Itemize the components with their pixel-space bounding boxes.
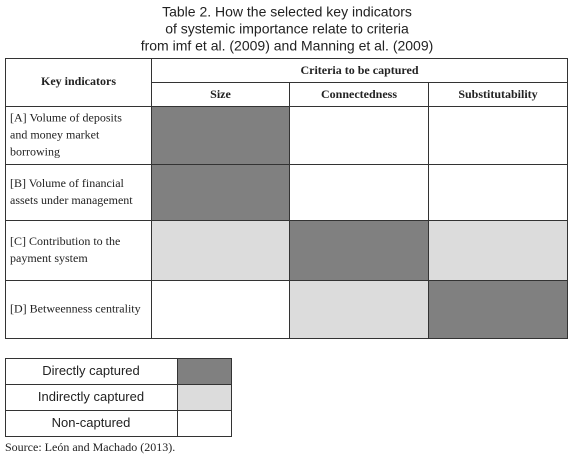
cell <box>428 220 568 281</box>
row-label: borrowing <box>10 144 60 158</box>
cell <box>177 358 232 385</box>
cell <box>151 280 290 339</box>
title: of systemic importance relate to criteri… <box>165 21 409 37</box>
cell <box>428 280 568 339</box>
cell <box>151 58 568 83</box>
legend-label: Directly captured <box>42 363 140 378</box>
cell <box>289 280 429 339</box>
row-label: [D] Betweenness centrality <box>10 301 141 315</box>
row-label: [B] Volume of financial <box>10 176 125 190</box>
group-header: Criteria to be captured <box>300 63 418 77</box>
cell <box>5 410 178 437</box>
row-label: assets under management <box>10 193 133 207</box>
cell <box>5 280 152 339</box>
cell <box>428 82 568 107</box>
cell <box>428 164 568 221</box>
cell <box>177 410 232 437</box>
row-label: [A] Volume of deposits <box>10 110 122 124</box>
cell <box>151 106 290 165</box>
column-header: Size <box>210 87 231 101</box>
title: from imf et al. (2009) and Manning et al… <box>141 38 434 54</box>
source: Source: León and Machado (2013). <box>5 440 175 454</box>
cell <box>151 220 290 281</box>
cell <box>151 164 290 221</box>
cell <box>5 58 152 107</box>
legend-label: Indirectly captured <box>38 389 144 404</box>
column-header: Substitutability <box>458 87 537 101</box>
row-label: and money market <box>10 127 100 141</box>
cell <box>428 106 568 165</box>
cell <box>289 220 429 281</box>
title: Table 2. How the selected key indicators <box>162 4 412 20</box>
cell <box>5 164 152 221</box>
cell <box>289 164 429 221</box>
legend-label: Non-captured <box>52 415 131 430</box>
column-header: Connectedness <box>321 87 397 101</box>
corner-header: Key indicators <box>41 74 116 88</box>
cell <box>5 384 178 411</box>
cell <box>289 106 429 165</box>
row-label: [C] Contribution to the <box>10 234 120 248</box>
row-label: payment system <box>10 251 88 265</box>
cell <box>177 384 232 411</box>
